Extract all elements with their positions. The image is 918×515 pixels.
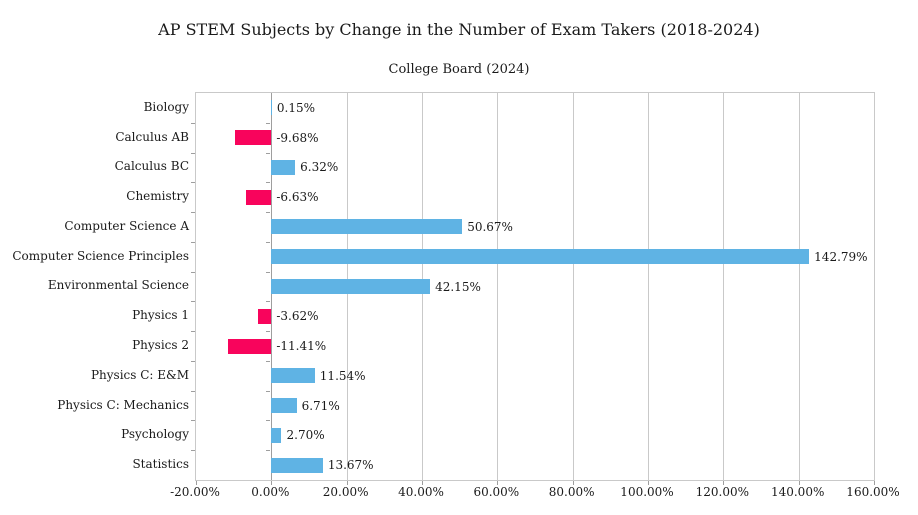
category-axis-labels: Biology Calculus AB Calculus BC Chemistry Co… — [0, 92, 189, 479]
x-tick-label-140: 140.00% — [770, 485, 825, 499]
x-tick-label-120: 120.00% — [695, 485, 750, 499]
category-label-statistics: Statistics — [132, 457, 189, 472]
category-axis-tick — [191, 390, 195, 392]
category-label-computer-science-a: Computer Science A — [64, 218, 189, 233]
x-tick-label-100: 100.00% — [620, 485, 674, 499]
category-label-calculus-ab: Calculus AB — [115, 129, 189, 144]
value-label-computer-science-principles: 142.79% — [814, 249, 868, 264]
bar-calculus-bc — [271, 159, 296, 175]
value-label-physics-c-e-m: 11.54% — [319, 368, 366, 383]
category-label-calculus-bc: Calculus BC — [114, 159, 189, 174]
value-label-environmental-science: 42.15% — [435, 279, 481, 294]
x-tick-label-160: 160.00% — [846, 485, 900, 499]
gridline-100 — [648, 93, 649, 480]
axis-tick — [723, 481, 725, 485]
category-axis-tick — [266, 450, 271, 452]
category-label-chemistry: Chemistry — [126, 189, 189, 204]
value-label-computer-science-a: 50.67% — [467, 219, 513, 234]
category-label-physics-1: Physics 1 — [132, 308, 189, 323]
bar-environmental-science — [271, 279, 431, 294]
category-label-computer-science-principles: Computer Science Principles — [12, 248, 189, 263]
category-axis-tick — [191, 241, 195, 243]
chart-subtitle: College Board (2024) — [388, 62, 530, 77]
axis-tick — [648, 481, 649, 485]
x-tick-label-60: 60.00% — [473, 485, 520, 499]
gridline-80 — [572, 93, 574, 480]
category-axis-tick — [191, 360, 195, 362]
value-label-physics-1: -3.62% — [276, 309, 319, 324]
category-axis-tick — [191, 152, 195, 154]
axis-tick — [422, 481, 423, 485]
category-axis-tick — [266, 420, 271, 422]
x-tick-label-20: 20.00% — [322, 485, 369, 499]
x-tick-label-40: 40.00% — [398, 485, 444, 499]
x-tick-label-0: 0.00% — [251, 485, 290, 499]
x-tick-label--20: -20.00% — [170, 485, 220, 499]
category-axis-tick — [266, 212, 271, 214]
value-label-biology: 0.15% — [276, 100, 316, 115]
bar-physics-2 — [228, 338, 272, 354]
bar-biology — [271, 100, 272, 116]
category-label-physics-c-mechanics: Physics C: Mechanics — [57, 397, 189, 412]
bar-computer-science-a — [271, 219, 463, 235]
axis-tick — [196, 481, 197, 485]
category-axis-tick — [191, 331, 195, 333]
category-axis-tick — [266, 360, 271, 362]
value-label-physics-c-mechanics: 6.71% — [301, 398, 340, 413]
category-axis-tick — [266, 331, 271, 333]
category-label-physics-2: Physics 2 — [132, 338, 189, 353]
category-axis-tick — [266, 301, 271, 303]
bar-psychology — [271, 427, 282, 443]
bar-chemistry — [246, 189, 272, 205]
axis-tick — [572, 481, 574, 485]
bar-physics-1 — [257, 308, 272, 324]
bar-calculus-ab — [234, 130, 272, 146]
category-axis-tick — [266, 241, 271, 243]
category-axis-tick — [266, 390, 271, 392]
category-axis-tick — [191, 182, 195, 184]
chart-title: AP STEM Subjects by Change in the Number… — [158, 20, 760, 39]
category-axis-tick — [191, 450, 195, 452]
category-label-physics-c-e-m: Physics C: E&M — [90, 367, 189, 382]
value-label-physics-2: -11.41% — [276, 339, 327, 354]
category-label-environmental-science: Environmental Science — [47, 278, 189, 293]
category-label-psychology: Psychology — [121, 427, 189, 442]
axis-tick — [346, 481, 348, 485]
value-label-statistics: 13.67% — [327, 458, 374, 473]
category-axis-tick — [191, 301, 195, 303]
value-axis-labels: -20.00% 0.00% 20.00% 40.00% 60.00% 80.00% 100.… — [0, 485, 918, 503]
category-axis-tick — [266, 182, 271, 184]
plot-area: 0.15% -9.68% 6.32% -6.63% 50.67% 142.79% 42.15… — [191, 92, 875, 485]
value-label-calculus-ab: -9.68% — [276, 130, 319, 145]
category-axis-tick — [191, 212, 195, 214]
axis-tick — [798, 481, 800, 485]
bar-statistics — [271, 457, 323, 473]
axis-tick — [271, 481, 273, 485]
category-axis-tick — [266, 152, 271, 154]
value-label-chemistry: -6.63% — [276, 190, 319, 205]
category-axis-tick — [266, 122, 271, 124]
value-label-calculus-bc: 6.32% — [300, 160, 339, 175]
bar-physics-c-mechanics — [271, 398, 297, 414]
bar-computer-science-principles — [271, 249, 810, 265]
bar-physics-c-e-m — [271, 368, 315, 384]
gridline-140 — [798, 93, 800, 480]
gridline-60 — [497, 93, 499, 480]
category-axis-tick — [266, 271, 271, 273]
axis-tick — [874, 481, 875, 485]
category-label-biology: Biology — [143, 99, 189, 114]
gridline-120 — [723, 93, 725, 480]
axis-tick — [497, 481, 499, 485]
category-axis-tick — [191, 271, 195, 273]
x-tick-label-80: 80.00% — [548, 485, 595, 499]
value-label-psychology: 2.70% — [286, 428, 325, 443]
category-axis-tick — [191, 420, 195, 422]
category-axis-tick — [191, 122, 195, 124]
